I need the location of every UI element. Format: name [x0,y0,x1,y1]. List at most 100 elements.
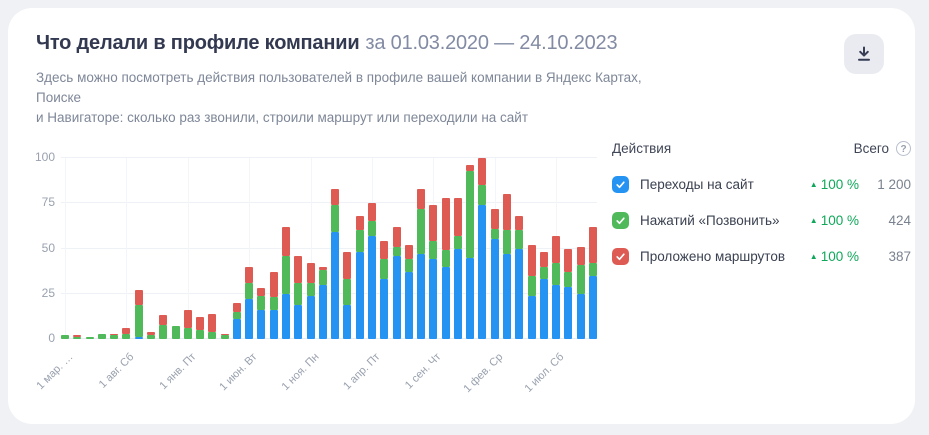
bar-column[interactable] [404,244,413,339]
bar-segment[interactable] [380,279,389,339]
bar-column[interactable] [478,158,487,339]
bar-segment[interactable] [564,272,573,287]
bar-segment[interactable] [343,304,352,339]
bar-segment[interactable] [282,293,291,339]
bar-segment[interactable] [110,333,119,336]
bar-segment[interactable] [564,286,573,339]
bar-column[interactable] [97,333,106,339]
bar-segment[interactable] [515,248,524,339]
bar-segment[interactable] [331,188,340,206]
bar-column[interactable] [73,335,82,339]
bar-column[interactable] [220,333,229,339]
bar-segment[interactable] [134,337,143,339]
bar-segment[interactable] [61,335,69,339]
checkbox-call-clicks[interactable] [612,212,629,229]
bar-column[interactable] [429,205,438,339]
bar-segment[interactable] [306,263,315,283]
bar-segment[interactable] [429,205,438,242]
bar-column[interactable] [417,188,426,339]
bar-segment[interactable] [404,259,413,273]
bar-segment[interactable] [318,270,327,285]
bar-column[interactable] [171,326,180,339]
checkbox-site-clicks[interactable] [612,176,629,193]
bar-segment[interactable] [331,232,340,339]
bar-segment[interactable] [478,158,487,186]
bar-segment[interactable] [183,328,192,339]
bar-segment[interactable] [220,333,229,336]
bar-segment[interactable] [441,197,450,251]
bar-segment[interactable] [122,328,131,334]
bar-segment[interactable] [380,241,389,260]
bar-segment[interactable] [576,293,585,339]
bar-segment[interactable] [490,239,499,339]
bar-column[interactable] [257,288,266,339]
bar-segment[interactable] [146,335,155,339]
bar-segment[interactable] [110,335,119,339]
bar-column[interactable] [306,263,315,339]
bar-segment[interactable] [453,248,462,339]
bar-segment[interactable] [466,257,475,339]
bar-segment[interactable] [208,313,217,332]
help-icon[interactable]: ? [896,141,911,156]
bar-segment[interactable] [404,272,413,339]
bar-segment[interactable] [355,252,364,339]
bar-column[interactable] [466,165,475,339]
bar-segment[interactable] [453,197,462,236]
bar-column[interactable] [441,197,450,339]
bar-segment[interactable] [466,170,475,258]
bar-column[interactable] [380,241,389,339]
legend-row-routes[interactable]: Проложено маршрутов ▲ 100 % 387 [612,248,911,265]
bar-segment[interactable] [515,230,524,249]
bar-column[interactable] [331,188,340,339]
bar-segment[interactable] [245,282,254,300]
bar-segment[interactable] [269,310,278,339]
bar-segment[interactable] [392,255,401,339]
bar-column[interactable] [503,194,512,339]
bar-segment[interactable] [245,266,254,283]
bar-segment[interactable] [232,302,241,312]
bar-column[interactable] [552,235,561,339]
bar-segment[interactable] [122,333,131,339]
bar-segment[interactable] [269,297,278,311]
bar-segment[interactable] [294,255,303,283]
bar-segment[interactable] [380,259,389,280]
bar-segment[interactable] [331,205,340,233]
bar-column[interactable] [343,252,352,339]
bar-segment[interactable] [453,235,462,249]
bar-segment[interactable] [257,310,266,339]
bar-segment[interactable] [306,282,315,296]
bar-segment[interactable] [417,208,426,254]
bar-column[interactable] [245,266,254,339]
bar-segment[interactable] [503,230,512,254]
bar-segment[interactable] [146,331,155,336]
bar-segment[interactable] [245,299,254,339]
bar-segment[interactable] [134,304,143,338]
bar-column[interactable] [159,315,168,339]
bar-segment[interactable] [343,279,352,305]
bar-segment[interactable] [417,253,426,339]
bar-segment[interactable] [85,337,94,339]
bar-segment[interactable] [73,335,82,338]
bar-column[interactable] [392,226,401,339]
bar-segment[interactable] [552,262,561,285]
bar-segment[interactable] [171,326,180,339]
bar-segment[interactable] [490,208,499,229]
bar-segment[interactable] [306,295,315,339]
bar-segment[interactable] [134,290,143,305]
bar-column[interactable] [208,313,217,339]
bar-segment[interactable] [576,246,585,265]
bar-column[interactable] [515,215,524,339]
bar-segment[interactable] [527,244,536,276]
bar-segment[interactable] [466,165,475,171]
bar-column[interactable] [490,208,499,339]
bar-segment[interactable] [392,246,401,256]
bar-column[interactable] [576,246,585,339]
bar-segment[interactable] [589,226,597,263]
bar-column[interactable] [196,317,205,339]
bar-segment[interactable] [318,266,327,271]
bar-column[interactable] [269,272,278,339]
checkbox-routes[interactable] [612,248,629,265]
bar-segment[interactable] [478,185,487,206]
bar-segment[interactable] [257,295,266,311]
bar-segment[interactable] [97,333,106,339]
